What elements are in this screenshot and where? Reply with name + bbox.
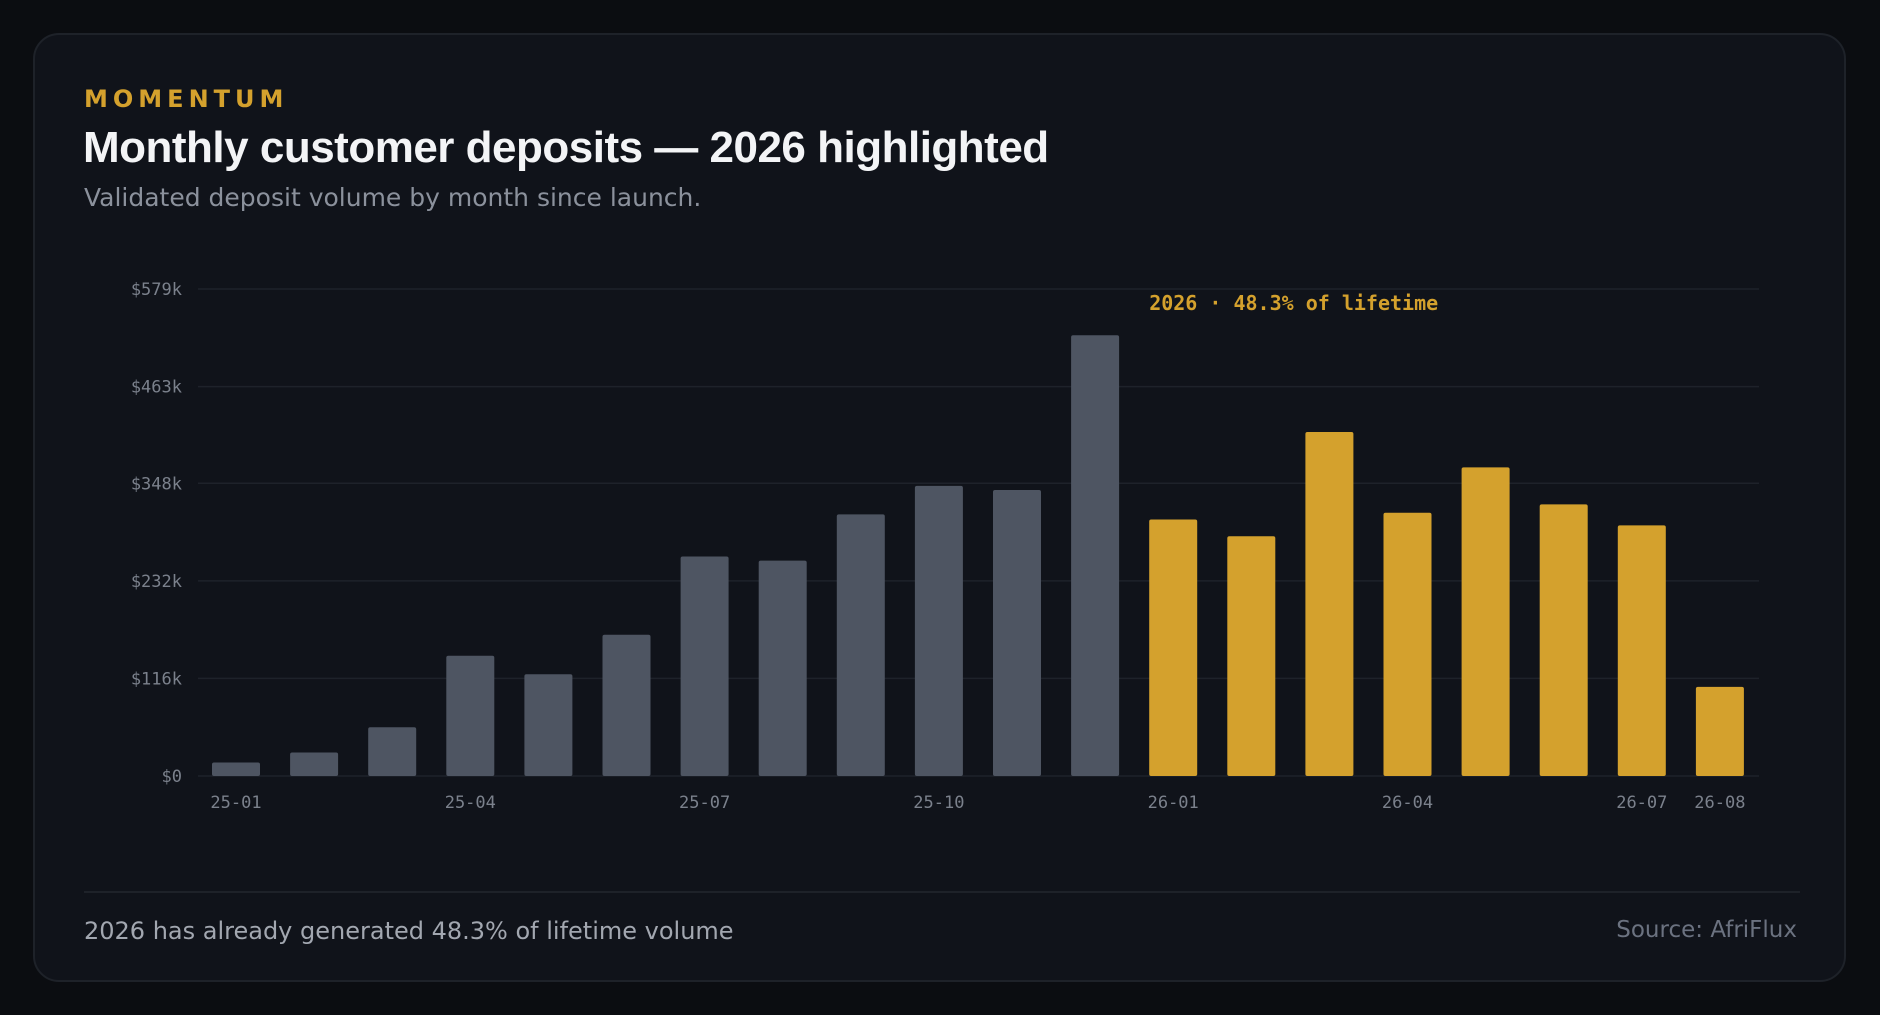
- bar: [368, 727, 417, 776]
- bar: [914, 485, 963, 776]
- y-axis-labels: $0 $116k $232k $348k $463k $579k: [131, 280, 182, 787]
- chart-title: Monthly customer deposits — 2026 highlig…: [83, 123, 1049, 172]
- x-tick-label: 25-10: [913, 793, 964, 813]
- bar: [680, 556, 729, 776]
- bar: [1461, 467, 1510, 776]
- bars: [212, 335, 1744, 776]
- bar: [1383, 512, 1432, 776]
- x-tick-label: 26-01: [1148, 793, 1199, 813]
- bar: [836, 514, 885, 776]
- y-tick-label: $116k: [131, 669, 182, 689]
- bar: [1149, 519, 1198, 776]
- chart-subtitle: Validated deposit volume by month since …: [84, 183, 702, 212]
- x-axis-labels: 25-01 25-04 25-07 25-10 26-01 26-04 26-07 26-08: [210, 793, 1745, 813]
- bar: [758, 560, 807, 776]
- y-tick-label: $579k: [131, 280, 182, 300]
- chart-card: MOMENTUM Monthly customer deposits — 202…: [33, 33, 1846, 982]
- bar: [1539, 504, 1588, 776]
- bar: [524, 674, 573, 776]
- y-tick-label: $232k: [131, 572, 182, 592]
- x-tick-label: 25-07: [679, 793, 730, 813]
- bar: [602, 634, 651, 776]
- footer-divider: [84, 891, 1800, 893]
- y-tick-label: $0: [162, 767, 182, 787]
- bar: [1227, 536, 1276, 776]
- eyebrow-label: MOMENTUM: [84, 85, 289, 113]
- bar: [446, 655, 495, 776]
- x-tick-label: 25-04: [445, 793, 496, 813]
- bar: [1617, 525, 1666, 776]
- highlight-annotation: 2026 · 48.3% of lifetime: [1149, 291, 1438, 315]
- x-tick-label: 26-04: [1382, 793, 1433, 813]
- source-label: Source: AfriFlux: [1616, 917, 1797, 943]
- y-tick-label: $348k: [131, 474, 182, 494]
- bar-chart: $0$116k$232k$348k$463k$579k 25-01 25-04 25…: [131, 280, 1759, 813]
- bar: [1695, 686, 1744, 776]
- bar: [290, 752, 339, 776]
- bar: [212, 762, 260, 776]
- y-tick-label: $463k: [131, 378, 182, 398]
- x-tick-label: 26-08: [1694, 793, 1745, 813]
- bar: [993, 490, 1041, 776]
- x-tick-label: 25-01: [210, 793, 261, 813]
- gridlines: [198, 288, 1759, 777]
- footer-note: 2026 has already generated 48.3% of life…: [84, 917, 734, 945]
- x-tick-label: 26-07: [1616, 793, 1667, 813]
- bar: [1305, 431, 1354, 776]
- bar: [1071, 335, 1120, 776]
